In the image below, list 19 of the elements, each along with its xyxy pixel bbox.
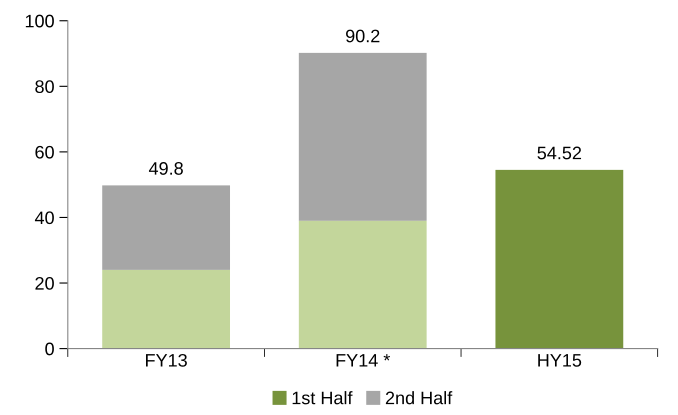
x-tick-label: HY15: [538, 354, 582, 367]
x-tick-label: FY14 *: [336, 354, 390, 367]
y-tick-label: 20: [35, 276, 54, 290]
y-tick-label: 100: [26, 14, 54, 28]
x-tick-label: FY13: [146, 354, 187, 367]
total-label: 54.52: [537, 146, 582, 160]
bar: [102, 270, 230, 349]
y-tick-label: 80: [35, 80, 54, 94]
total-label: 49.8: [148, 162, 183, 175]
y-tick-label: 40: [34, 211, 54, 224]
bar: [298, 52, 427, 221]
bar: [495, 170, 624, 349]
y-tick-label: 60: [35, 146, 54, 159]
bar: [298, 220, 427, 349]
total-label: 90.2: [346, 30, 380, 42]
bar: [102, 185, 230, 270]
y-tick-label: 0: [45, 342, 54, 356]
legend-label: 2nd Half: [386, 391, 452, 404]
legend-label: 1st Half: [292, 391, 353, 404]
